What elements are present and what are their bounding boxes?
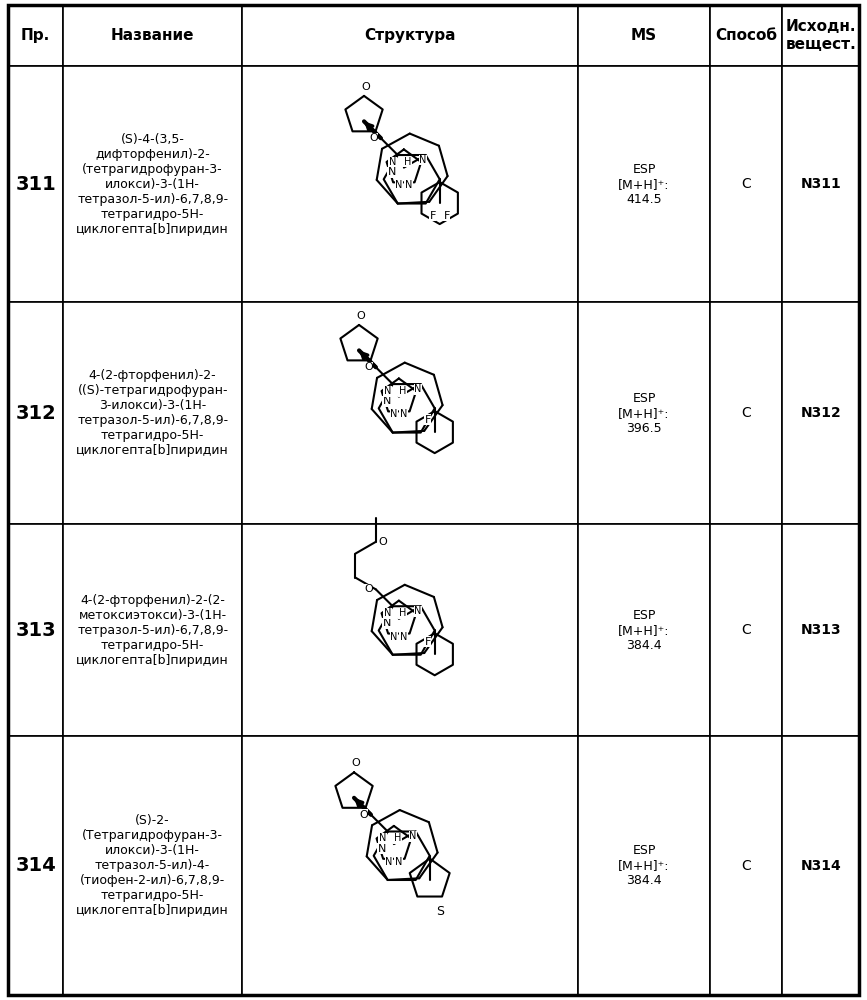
Text: N: N — [379, 833, 387, 843]
Text: N: N — [378, 844, 386, 854]
Text: N: N — [384, 608, 391, 618]
Text: O: O — [356, 311, 365, 321]
Text: 4-(2-фторфенил)-2-
((S)-тетрагидрофуран-
3-илокси)-3-(1Н-
тетразол-5-ил)-6,7,8,9: 4-(2-фторфенил)-2- ((S)-тетрагидрофуран-… — [76, 369, 229, 457]
Text: ESP
[M+H]⁺:
384.4: ESP [M+H]⁺: 384.4 — [618, 609, 670, 652]
Text: C: C — [741, 177, 751, 191]
Text: C: C — [741, 859, 751, 873]
Text: O: O — [379, 537, 388, 547]
Text: ESP
[M+H]⁺:
384.4: ESP [M+H]⁺: 384.4 — [618, 844, 670, 887]
Bar — [782, 524, 859, 736]
Bar — [242, 5, 578, 66]
Bar — [710, 66, 782, 302]
Text: F: F — [429, 211, 436, 221]
Bar — [710, 5, 782, 66]
Bar — [242, 302, 578, 524]
Text: N: N — [386, 857, 393, 867]
Text: ESP
[M+H]⁺:
414.5: ESP [M+H]⁺: 414.5 — [618, 163, 670, 206]
Bar — [63, 736, 242, 995]
Text: N311: N311 — [800, 177, 841, 191]
Text: (S)-2-
(Тетрагидрофуран-3-
илокси)-3-(1Н-
тетразол-5-ил)-4-
(тиофен-2-ил)-6,7,8,: (S)-2- (Тетрагидрофуран-3- илокси)-3-(1Н… — [76, 814, 229, 917]
Bar — [578, 524, 710, 736]
Bar — [8, 302, 63, 524]
Text: Название: Название — [111, 28, 194, 43]
Bar — [242, 736, 578, 995]
Text: F: F — [444, 211, 450, 221]
Text: S: S — [436, 905, 444, 918]
Text: O: O — [369, 133, 378, 143]
Text: Исходн.
вещест.: Исходн. вещест. — [786, 19, 856, 52]
Bar — [578, 66, 710, 302]
Bar — [782, 5, 859, 66]
Text: H: H — [394, 833, 401, 843]
Bar — [578, 736, 710, 995]
Text: Способ: Способ — [715, 28, 777, 43]
Text: H: H — [404, 157, 411, 167]
Text: 311: 311 — [16, 175, 56, 194]
Bar — [63, 5, 242, 66]
Bar — [63, 66, 242, 302]
Bar — [8, 66, 63, 302]
Text: 314: 314 — [16, 856, 56, 875]
Text: N: N — [414, 384, 421, 394]
Text: (S)-4-(3,5-
дифторфенил)-2-
(тетрагидрофуран-3-
илокси)-3-(1Н-
тетразол-5-ил)-6,: (S)-4-(3,5- дифторфенил)-2- (тетрагидроф… — [76, 133, 229, 236]
Text: N: N — [382, 396, 391, 406]
Bar — [710, 524, 782, 736]
Text: N: N — [382, 618, 391, 628]
Text: N: N — [394, 857, 402, 867]
Text: O: O — [364, 362, 373, 372]
Text: MS: MS — [631, 28, 657, 43]
Bar — [782, 736, 859, 995]
Text: O: O — [364, 584, 373, 594]
Text: H: H — [399, 608, 406, 618]
Text: N: N — [389, 157, 396, 167]
Text: N: N — [414, 606, 421, 616]
Text: Пр.: Пр. — [21, 28, 50, 43]
Bar — [578, 302, 710, 524]
Bar — [782, 302, 859, 524]
Bar — [710, 736, 782, 995]
Text: O: O — [362, 82, 370, 92]
Text: C: C — [741, 406, 751, 420]
Bar — [63, 302, 242, 524]
Text: ESP
[M+H]⁺:
396.5: ESP [M+H]⁺: 396.5 — [618, 392, 670, 435]
Bar — [710, 302, 782, 524]
Text: N: N — [388, 167, 396, 177]
Bar — [8, 736, 63, 995]
Text: N314: N314 — [800, 859, 841, 873]
Text: N312: N312 — [800, 406, 841, 420]
Bar — [63, 524, 242, 736]
Text: N: N — [384, 386, 391, 396]
Text: N: N — [400, 632, 407, 642]
Text: Структура: Структура — [364, 28, 456, 43]
Text: N: N — [390, 409, 398, 419]
Text: O: O — [352, 758, 361, 768]
Text: H: H — [399, 386, 406, 396]
Text: N: N — [419, 155, 427, 165]
Bar — [8, 5, 63, 66]
Bar — [782, 66, 859, 302]
Text: C: C — [741, 623, 751, 637]
Bar — [242, 66, 578, 302]
Text: O: O — [359, 810, 368, 820]
Bar — [578, 5, 710, 66]
Text: 313: 313 — [16, 621, 56, 640]
Bar — [242, 524, 578, 736]
Text: N: N — [395, 180, 403, 190]
Text: F: F — [425, 637, 431, 647]
Text: N: N — [405, 180, 413, 190]
Text: 4-(2-фторфенил)-2-(2-
метоксиэтокси)-3-(1Н-
тетразол-5-ил)-6,7,8,9-
тетрагидро-5: 4-(2-фторфенил)-2-(2- метоксиэтокси)-3-(… — [76, 594, 229, 667]
Bar — [8, 524, 63, 736]
Text: N313: N313 — [800, 623, 841, 637]
Text: 312: 312 — [16, 404, 56, 423]
Text: N: N — [390, 632, 398, 642]
Text: F: F — [425, 415, 431, 425]
Text: N: N — [409, 831, 416, 841]
Text: N: N — [400, 409, 407, 419]
